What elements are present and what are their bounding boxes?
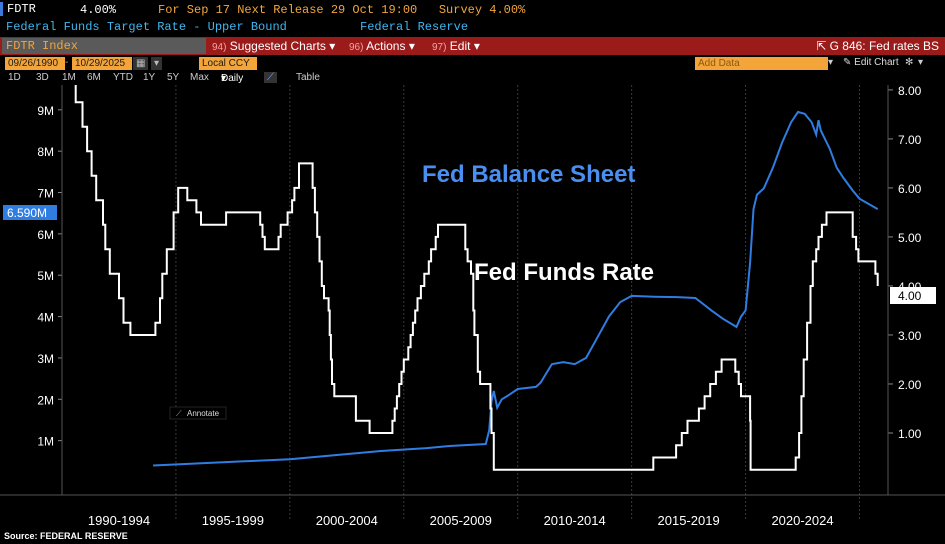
right-tick-label: 8.00 [898,85,922,98]
left-tick-label: 7M [37,187,54,201]
pencil-icon: ✎ [843,57,852,68]
suggested-charts-label: Suggested Charts [229,39,326,53]
chevron-down-icon[interactable]: ▾ [151,57,163,70]
period-selector-row: 1D 3D 1M 6M YTD 1Y 5Y Max Daily ▾ ⟋ Tabl… [0,71,945,85]
left-tick-label: 1M [37,435,54,449]
edit-chart-label: Edit Chart [854,57,899,68]
frequency-label: Daily [221,73,244,84]
chevron-down-icon: ▾ [408,39,415,53]
start-date-field[interactable]: 09/26/1990 [5,57,65,70]
edit-label: Edit [449,39,471,53]
x-tick-label: 1995-1999 [202,513,264,528]
right-tick-label: 2.00 [898,378,922,392]
chart-gridlines [175,85,860,520]
annotate-icon: ⟋ [176,409,182,418]
add-data-input[interactable]: Add Data [695,57,828,70]
annotate-tool[interactable]: ⟋ Annotate [169,406,227,420]
external-link-icon: ⇱ [816,39,827,53]
date-range-row: 09/26/1990 - 10/29/2025 ▦ ▾ Local CCY Ad… [0,57,945,71]
chevron-down-icon: ▾ [329,39,336,53]
edit-chart-button[interactable]: ✎ Edit Chart [843,57,899,68]
line-chart-icon[interactable]: ⟋ [264,72,277,83]
rate-last-value: 4.00 [898,289,922,303]
period-1d[interactable]: 1D [8,72,21,83]
left-tick-label: 5M [37,269,54,283]
period-6m[interactable]: 6M [87,72,101,83]
right-tick-label: 7.00 [898,133,922,147]
actions-button[interactable]: 96) Actions ▾ [345,38,419,54]
settings-icon[interactable]: ✻ [905,57,914,68]
edit-button[interactable]: 97) Edit ▾ [428,38,484,54]
security-header: FDTR 4.00% For Sep 17 Next Release 29 Oc… [0,0,945,18]
function-toolbar: FDTR Index 94) Suggested Charts ▾ 96) Ac… [0,37,945,55]
x-tick-label: 1990-1994 [88,513,150,528]
x-tick-label: 2010-2014 [544,513,606,528]
left-tick-label: 4M [37,311,54,325]
fed-funds-rate-annotation: Fed Funds Rate [474,259,654,286]
period-5y[interactable]: 5Y [167,72,180,83]
period-3d[interactable]: 3D [36,72,49,83]
left-tick-label: 8M [37,145,54,159]
ticker-label[interactable]: FDTR [0,2,36,16]
right-tick-label: 6.00 [898,182,922,196]
survey-text: Survey 4.00% [438,3,526,17]
security-description: Federal Funds Target Rate - Upper Bound [6,20,287,34]
balance-sheet-annotation: Fed Balance Sheet [422,161,635,188]
source-organization: Federal Reserve [360,20,469,34]
source-footnote: Source: FEDERAL RESERVE [4,531,128,541]
actions-label: Actions [366,39,406,53]
chart-area[interactable]: 9M 8M 7M 6M 5M 4M 3M 2M 1M 8.00 7.00 6.00 5.00 4.00 3… [0,85,945,531]
left-tick-label: 3M [37,352,54,366]
x-tick-label: 2005-2009 [430,513,492,528]
edit-code: 97) [432,42,447,53]
chevron-down-icon[interactable]: ▾ [918,57,924,68]
period-ytd[interactable]: YTD [113,72,133,83]
x-tick-label: 2000-2004 [316,513,378,528]
x-axis: 1990-1994 1995-1999 2000-2004 2005-2009 2010… [0,494,945,528]
x-tick-label: 2020-2024 [771,513,833,528]
next-release-info: For Sep 17 Next Release 29 Oct 19:00 Sur… [158,3,525,17]
annotate-label: Annotate [187,409,220,418]
currency-select[interactable]: Local CCY [199,57,257,70]
left-axis: 9M 8M 7M 6M 5M 4M 3M 2M 1M [37,85,63,495]
left-tick-label: 2M [37,393,54,407]
right-tick-label: 1.00 [898,427,922,441]
right-tick-label: 3.00 [898,329,922,343]
right-tick-label: 5.00 [898,231,922,245]
last-price: 4.00% [80,3,117,17]
balance-sheet-last-value: 6.590M [7,206,47,220]
x-tick-label: 2015-2019 [658,513,720,528]
security-index-field[interactable]: FDTR Index [2,38,206,54]
rate-last-tag: 4.00 [890,287,936,304]
page-title-link[interactable]: ⇱ G 846: Fed rates BS [816,38,939,54]
end-date-field[interactable]: 10/29/2025 [72,57,132,70]
period-max[interactable]: Max [190,72,209,83]
left-tick-label: 6M [37,228,54,242]
right-axis: 8.00 7.00 6.00 5.00 4.00 3.00 2.00 1.00 [887,85,922,495]
suggested-charts-button[interactable]: 94) Suggested Charts ▾ [208,38,339,54]
chevron-down-icon: ▾ [473,39,480,53]
period-1y[interactable]: 1Y [143,72,156,83]
date-separator: - [65,57,69,68]
actions-code: 96) [349,42,364,53]
next-release-text: For Sep 17 Next Release 29 Oct 19:00 [158,3,418,17]
page-title: G 846: Fed rates BS [829,39,939,53]
balance-sheet-last-tag: 6.590M [3,205,57,220]
chevron-down-icon: ▾ [221,73,227,84]
security-description-row: Federal Funds Target Rate - Upper Bound … [0,18,945,36]
period-1m[interactable]: 1M [62,72,76,83]
table-view-button[interactable]: Table [296,72,320,83]
add-data-dropdown-icon[interactable]: ▾ [828,57,834,68]
left-tick-label: 9M [37,104,54,118]
calendar-icon[interactable]: ▦ [133,57,149,70]
data-points [75,102,878,470]
suggested-charts-code: 94) [212,42,227,53]
